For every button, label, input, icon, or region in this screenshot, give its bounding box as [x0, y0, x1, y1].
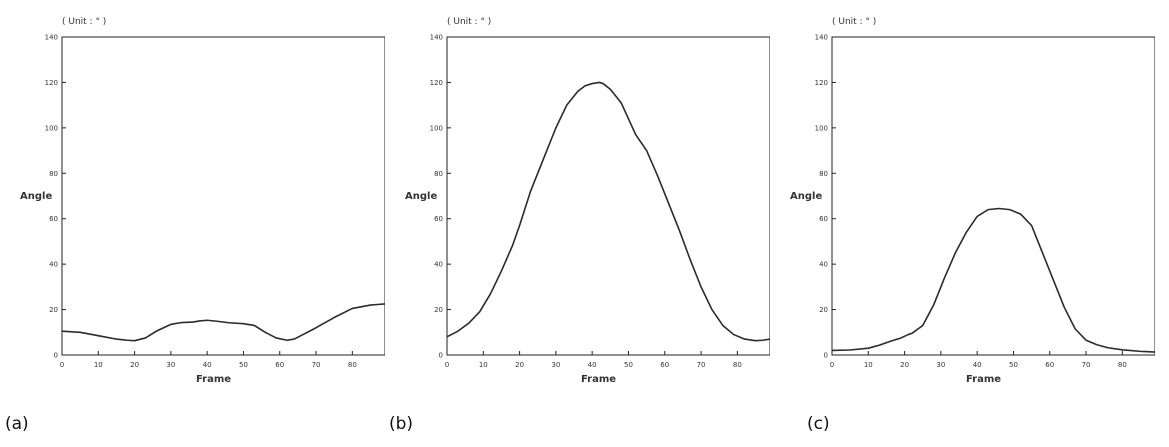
panel-label-b: (b): [389, 414, 414, 434]
x-tick-label: 60: [660, 361, 669, 369]
y-tick-label: 80: [819, 170, 828, 178]
y-tick-label: 140: [815, 34, 828, 42]
y-tick-label: 140: [45, 34, 58, 42]
x-tick-label: 0: [60, 361, 64, 369]
x-tick-label: 40: [203, 361, 212, 369]
y-tick-label: 140: [430, 34, 443, 42]
y-tick-label: 60: [819, 215, 828, 223]
x-tick-label: 10: [479, 361, 488, 369]
plot-frame: [446, 36, 770, 356]
x-tick-label: 50: [624, 361, 633, 369]
x-tick-label: 10: [94, 361, 103, 369]
y-tick-label: 20: [434, 306, 443, 314]
x-tick-label: 30: [936, 361, 945, 369]
x-tick-label: 0: [445, 361, 449, 369]
y-tick-label: 40: [434, 261, 443, 269]
y-tick-label: 120: [45, 79, 58, 87]
x-tick-label: 0: [830, 361, 834, 369]
chart-panel-a: 0 20 40 60 80 100 120 140 0 10 20 30 40 50 60 70 80 Frame…: [0, 0, 385, 447]
x-tick-label: 80: [733, 361, 742, 369]
x-tick-label: 50: [1009, 361, 1018, 369]
y-tick-label: 40: [49, 261, 58, 269]
y-tick-label: 100: [45, 124, 58, 132]
plot-frame: [61, 36, 385, 356]
y-tick-label: 60: [49, 215, 58, 223]
y-tick-label: 60: [434, 215, 443, 223]
x-tick-label: 50: [239, 361, 248, 369]
chart-panel-b: 0 20 40 60 80 100 120 140 0 10 20 30 40 50 60 70 80 Frame…: [385, 0, 770, 447]
y-tick-label: 100: [430, 124, 443, 132]
series-line: [831, 207, 1155, 353]
x-tick-label: 60: [275, 361, 284, 369]
plot-frame: [831, 36, 1155, 356]
unit-note: ( Unit : ° ): [447, 17, 491, 27]
chart-svg-b: 0 20 40 60 80 100 120 140 0 10 20 30 40 50 60 70 80 Frame…: [405, 17, 770, 385]
series-line: [61, 303, 385, 342]
y-tick-label: 20: [49, 306, 58, 314]
y-tick-label: 100: [815, 124, 828, 132]
x-tick-label: 40: [588, 361, 597, 369]
x-tick-label: 10: [864, 361, 873, 369]
y-axis-label: Angle: [790, 191, 822, 202]
unit-note: ( Unit : ° ): [62, 17, 106, 27]
panel-label-c: (c): [807, 414, 830, 434]
y-tick-label: 120: [815, 79, 828, 87]
y-axis-label: Angle: [405, 191, 437, 202]
x-tick-label: 40: [973, 361, 982, 369]
x-axis-label: Frame: [581, 374, 616, 385]
y-tick-label: 0: [824, 352, 828, 360]
x-tick-label: 70: [1082, 361, 1091, 369]
chart-svg-a: 0 20 40 60 80 100 120 140 0 10 20 30 40 50 60 70 80 Frame…: [20, 17, 385, 385]
x-tick-label: 80: [348, 361, 357, 369]
chart-svg-c: 0 20 40 60 80 100 120 140 0 10 20 30 40 50 60 70 80 Frame…: [790, 17, 1155, 385]
series-line: [446, 81, 770, 342]
x-axis-label: Frame: [966, 374, 1001, 385]
x-tick-label: 30: [551, 361, 560, 369]
x-tick-label: 70: [312, 361, 321, 369]
y-tick-label: 80: [49, 170, 58, 178]
y-tick-label: 0: [54, 352, 58, 360]
x-tick-label: 60: [1045, 361, 1054, 369]
y-tick-label: 20: [819, 306, 828, 314]
x-axis-label: Frame: [196, 374, 231, 385]
x-tick-label: 20: [130, 361, 139, 369]
y-tick-label: 0: [439, 352, 443, 360]
chart-panel-c: 0 20 40 60 80 100 120 140 0 10 20 30 40 50 60 70 80 Frame…: [770, 0, 1155, 447]
y-tick-label: 40: [819, 261, 828, 269]
panel-label-a: (a): [5, 414, 29, 434]
y-tick-label: 120: [430, 79, 443, 87]
x-tick-label: 80: [1118, 361, 1127, 369]
x-tick-label: 70: [697, 361, 706, 369]
y-tick-label: 80: [434, 170, 443, 178]
x-tick-label: 20: [900, 361, 909, 369]
x-tick-label: 30: [166, 361, 175, 369]
x-tick-label: 20: [515, 361, 524, 369]
y-axis-label: Angle: [20, 191, 52, 202]
unit-note: ( Unit : ° ): [832, 17, 876, 27]
